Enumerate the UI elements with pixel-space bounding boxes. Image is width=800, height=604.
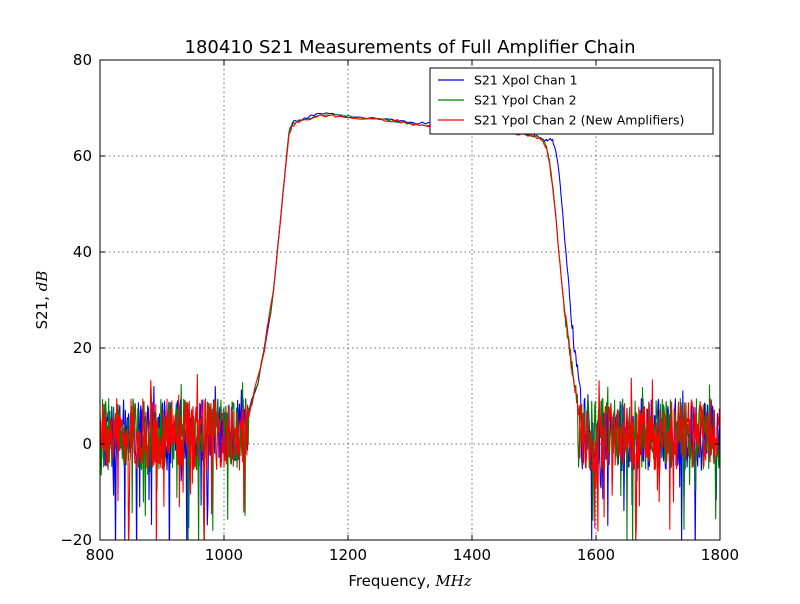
x-axis-label: Frequency, MHz bbox=[348, 572, 471, 590]
legend-label: S21 Xpol Chan 1 bbox=[474, 73, 578, 88]
y-tick-label: −20 bbox=[60, 531, 92, 549]
x-tick-label: 1800 bbox=[701, 546, 739, 564]
legend-label: S21 Ypol Chan 2 bbox=[474, 93, 577, 108]
y-tick-label: 40 bbox=[73, 243, 92, 261]
ticks: 800 1000 1200 1400 1600 1800 −20 0 20 40 60 80 bbox=[60, 51, 739, 564]
y-tick-label: 60 bbox=[73, 147, 92, 165]
x-axis-unit: MHz bbox=[434, 572, 471, 590]
y-tick-label: 20 bbox=[73, 339, 92, 357]
x-tick-label: 1600 bbox=[577, 546, 615, 564]
y-axis-unit: dB bbox=[33, 271, 51, 292]
axes-frame bbox=[99, 59, 721, 541]
legend-label: S21 Ypol Chan 2 (New Amplifiers) bbox=[474, 113, 684, 128]
y-tick-label: 80 bbox=[73, 51, 92, 69]
x-tick-label: 1400 bbox=[453, 546, 491, 564]
legend-box bbox=[429, 67, 714, 135]
x-axis-label-text: Frequency, bbox=[348, 572, 435, 590]
legend: S21 Xpol Chan 1 S21 Ypol Chan 2 S21 Ypol C… bbox=[429, 67, 714, 135]
chart-title: 180410 S21 Measurements of Full Amplifie… bbox=[185, 37, 636, 58]
x-tick-label: 800 bbox=[86, 546, 115, 564]
y-tick-label: 0 bbox=[82, 435, 92, 453]
x-tick-label: 1000 bbox=[205, 546, 243, 564]
y-axis-label-text: S21, bbox=[33, 291, 51, 329]
x-tick-label: 1200 bbox=[329, 546, 367, 564]
y-axis-label: S21, dB bbox=[33, 271, 51, 330]
grid bbox=[100, 60, 720, 540]
